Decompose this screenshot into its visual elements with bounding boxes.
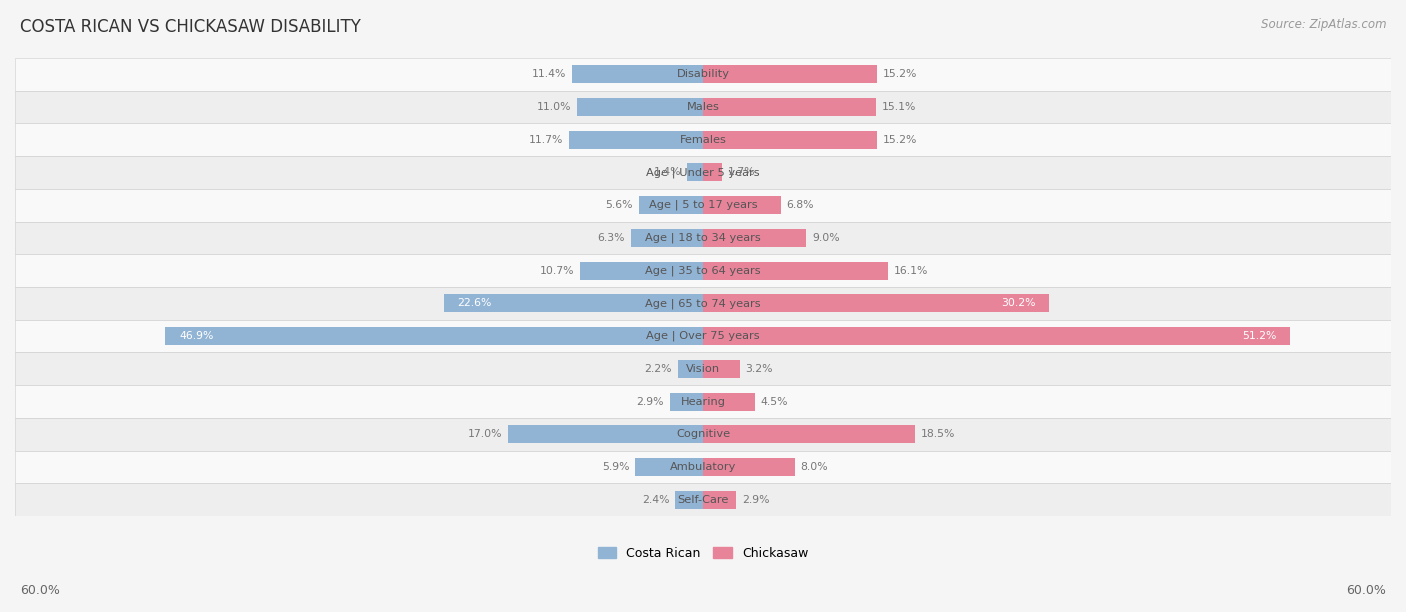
Bar xyxy=(636,458,703,476)
Text: 2.9%: 2.9% xyxy=(742,494,769,505)
Text: 15.2%: 15.2% xyxy=(883,135,917,144)
Text: 46.9%: 46.9% xyxy=(179,331,214,341)
Text: 8.0%: 8.0% xyxy=(800,462,828,472)
Bar xyxy=(703,98,876,116)
Text: 4.5%: 4.5% xyxy=(761,397,787,406)
Text: 10.7%: 10.7% xyxy=(540,266,575,275)
Bar xyxy=(669,392,703,411)
Text: COSTA RICAN VS CHICKASAW DISABILITY: COSTA RICAN VS CHICKASAW DISABILITY xyxy=(20,18,360,36)
Text: 11.0%: 11.0% xyxy=(537,102,571,112)
Bar xyxy=(703,425,915,443)
Legend: Costa Rican, Chickasaw: Costa Rican, Chickasaw xyxy=(592,542,814,565)
Bar xyxy=(166,327,703,345)
Bar xyxy=(15,91,1391,123)
Text: 60.0%: 60.0% xyxy=(20,584,59,597)
Text: 1.4%: 1.4% xyxy=(654,168,682,177)
Bar xyxy=(703,360,740,378)
Bar xyxy=(703,294,1049,312)
Bar xyxy=(638,196,703,214)
Text: 6.8%: 6.8% xyxy=(787,200,814,210)
Bar xyxy=(678,360,703,378)
Text: 1.7%: 1.7% xyxy=(728,168,756,177)
Text: 2.9%: 2.9% xyxy=(637,397,664,406)
Text: Source: ZipAtlas.com: Source: ZipAtlas.com xyxy=(1261,18,1386,31)
Bar xyxy=(15,156,1391,188)
Bar xyxy=(703,458,794,476)
Bar xyxy=(703,163,723,181)
Bar xyxy=(703,229,806,247)
Text: 60.0%: 60.0% xyxy=(1347,584,1386,597)
Bar xyxy=(569,131,703,149)
Text: Vision: Vision xyxy=(686,364,720,374)
Bar xyxy=(15,450,1391,483)
Bar xyxy=(703,131,877,149)
Text: Hearing: Hearing xyxy=(681,397,725,406)
Bar xyxy=(15,353,1391,385)
Text: 15.2%: 15.2% xyxy=(883,69,917,79)
Bar xyxy=(675,491,703,509)
Text: 9.0%: 9.0% xyxy=(811,233,839,243)
Bar xyxy=(15,483,1391,516)
Bar xyxy=(703,196,780,214)
Bar xyxy=(15,287,1391,319)
Bar xyxy=(581,261,703,280)
Text: Disability: Disability xyxy=(676,69,730,79)
Bar xyxy=(15,188,1391,222)
Bar xyxy=(703,491,737,509)
Text: Males: Males xyxy=(686,102,720,112)
Text: Ambulatory: Ambulatory xyxy=(669,462,737,472)
Text: Self-Care: Self-Care xyxy=(678,494,728,505)
Bar xyxy=(15,222,1391,254)
Text: Age | Over 75 years: Age | Over 75 years xyxy=(647,331,759,341)
Bar xyxy=(576,98,703,116)
Text: Females: Females xyxy=(679,135,727,144)
Bar xyxy=(703,261,887,280)
Bar xyxy=(15,254,1391,287)
Bar xyxy=(444,294,703,312)
Bar xyxy=(703,65,877,83)
Bar xyxy=(15,319,1391,353)
Text: 2.4%: 2.4% xyxy=(643,494,669,505)
Text: Age | 5 to 17 years: Age | 5 to 17 years xyxy=(648,200,758,211)
Bar xyxy=(15,123,1391,156)
Text: Age | 35 to 64 years: Age | 35 to 64 years xyxy=(645,266,761,276)
Bar xyxy=(703,392,755,411)
Text: 18.5%: 18.5% xyxy=(921,429,955,439)
Text: 17.0%: 17.0% xyxy=(468,429,502,439)
Bar xyxy=(15,385,1391,418)
Text: Age | 18 to 34 years: Age | 18 to 34 years xyxy=(645,233,761,243)
Bar xyxy=(15,418,1391,450)
Text: Age | 65 to 74 years: Age | 65 to 74 years xyxy=(645,298,761,308)
Bar xyxy=(631,229,703,247)
Bar xyxy=(15,58,1391,91)
Bar xyxy=(703,327,1291,345)
Text: 15.1%: 15.1% xyxy=(882,102,917,112)
Text: Age | Under 5 years: Age | Under 5 years xyxy=(647,167,759,177)
Text: Cognitive: Cognitive xyxy=(676,429,730,439)
Bar xyxy=(508,425,703,443)
Text: 16.1%: 16.1% xyxy=(893,266,928,275)
Text: 11.7%: 11.7% xyxy=(529,135,564,144)
Text: 30.2%: 30.2% xyxy=(1001,298,1036,308)
Text: 5.9%: 5.9% xyxy=(602,462,630,472)
Text: 51.2%: 51.2% xyxy=(1241,331,1277,341)
Text: 22.6%: 22.6% xyxy=(457,298,492,308)
Text: 3.2%: 3.2% xyxy=(745,364,773,374)
Bar xyxy=(572,65,703,83)
Text: 6.3%: 6.3% xyxy=(598,233,626,243)
Text: 2.2%: 2.2% xyxy=(644,364,672,374)
Text: 5.6%: 5.6% xyxy=(606,200,633,210)
Text: 11.4%: 11.4% xyxy=(533,69,567,79)
Bar xyxy=(688,163,703,181)
